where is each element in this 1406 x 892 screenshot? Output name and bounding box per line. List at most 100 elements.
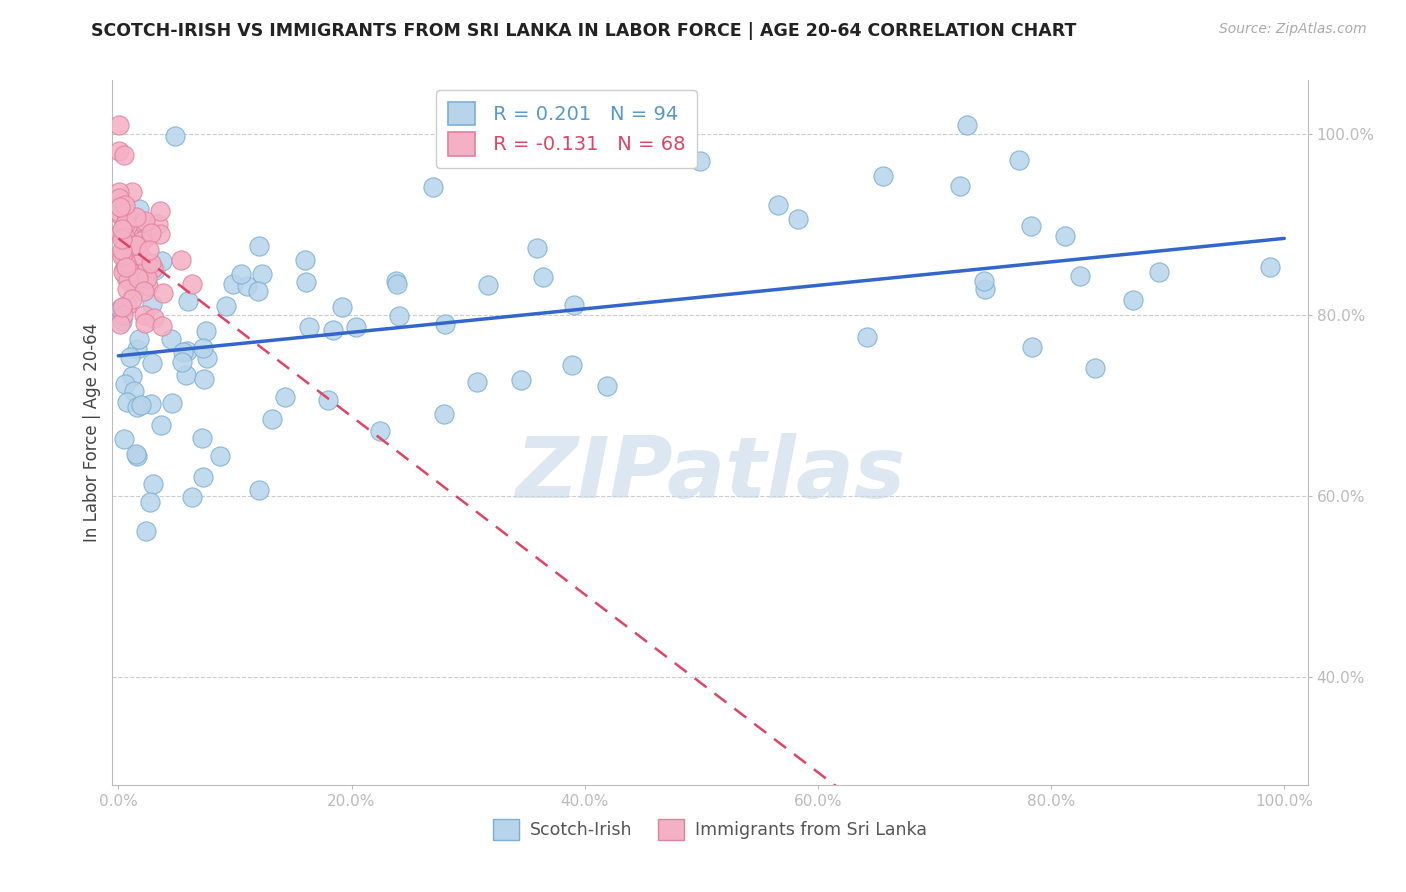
Point (108, 185, 131, 199)
Point (1008, 153, 1031, 168)
Point (121, 273, 143, 287)
Point (1122, 293, 1144, 307)
Point (134, 214, 156, 228)
Point (176, 343, 198, 358)
Point (118, 230, 141, 244)
Point (477, 278, 499, 293)
Legend: Scotch-Irish, Immigrants from Sri Lanka: Scotch-Irish, Immigrants from Sri Lanka (486, 812, 934, 847)
Point (111, 232, 134, 246)
Point (112, 308, 135, 322)
Y-axis label: In Labor Force | Age 20-64: In Labor Force | Age 20-64 (83, 323, 101, 542)
Point (112, 433, 135, 447)
Point (174, 368, 197, 382)
Point (136, 257, 159, 271)
Point (194, 324, 217, 338)
Point (973, 274, 995, 288)
Point (384, 274, 406, 288)
Point (973, 282, 995, 296)
Point (127, 271, 149, 285)
Point (689, 153, 711, 168)
Point (274, 390, 297, 404)
Point (150, 319, 173, 334)
Point (117, 298, 139, 312)
Point (294, 253, 316, 268)
Point (111, 222, 134, 236)
Point (117, 260, 139, 274)
Text: ZIPatlas: ZIPatlas (515, 434, 905, 516)
Point (247, 483, 270, 498)
Point (120, 350, 142, 364)
Point (115, 282, 138, 296)
Point (132, 308, 155, 322)
Point (108, 200, 131, 214)
Point (135, 524, 157, 538)
Point (169, 252, 191, 267)
Point (388, 309, 411, 323)
Point (115, 260, 138, 274)
Point (115, 219, 138, 233)
Point (122, 285, 145, 299)
Point (121, 186, 143, 200)
Point (141, 356, 163, 370)
Point (142, 310, 165, 325)
Point (250, 268, 273, 282)
Point (148, 217, 170, 231)
Point (766, 198, 789, 212)
Point (150, 254, 173, 268)
Point (195, 351, 218, 365)
Point (948, 179, 970, 194)
Point (112, 265, 135, 279)
Point (134, 216, 156, 230)
Point (141, 296, 163, 310)
Point (108, 145, 131, 159)
Point (526, 241, 548, 255)
Point (125, 238, 148, 252)
Point (125, 447, 148, 461)
Point (385, 277, 408, 292)
Point (110, 314, 132, 328)
Point (1083, 360, 1105, 375)
Point (561, 359, 583, 373)
Point (122, 384, 145, 398)
Point (111, 249, 134, 263)
Point (193, 341, 215, 355)
Point (128, 247, 150, 261)
Point (787, 212, 810, 227)
Point (193, 470, 215, 484)
Point (125, 253, 148, 268)
Point (117, 258, 139, 272)
Point (510, 373, 533, 387)
Point (1021, 340, 1043, 354)
Point (1054, 229, 1077, 244)
Point (344, 320, 367, 334)
Point (856, 330, 879, 344)
Point (127, 342, 149, 356)
Point (181, 490, 204, 504)
Point (172, 344, 194, 359)
Point (422, 179, 444, 194)
Point (112, 262, 135, 277)
Point (247, 238, 270, 252)
Point (110, 208, 132, 222)
Point (125, 400, 148, 414)
Point (132, 284, 155, 298)
Point (139, 226, 162, 240)
Point (165, 129, 187, 144)
Point (125, 211, 148, 225)
Point (124, 237, 146, 252)
Point (111, 301, 134, 316)
Point (134, 316, 156, 330)
Point (129, 399, 152, 413)
Point (114, 256, 136, 270)
Point (215, 299, 238, 313)
Point (1149, 264, 1171, 278)
Point (115, 206, 138, 220)
Point (120, 238, 142, 252)
Point (956, 119, 979, 133)
Point (1019, 219, 1042, 233)
Point (115, 270, 138, 285)
Point (108, 205, 131, 219)
Point (231, 267, 253, 281)
Point (125, 247, 148, 261)
Point (246, 285, 269, 299)
